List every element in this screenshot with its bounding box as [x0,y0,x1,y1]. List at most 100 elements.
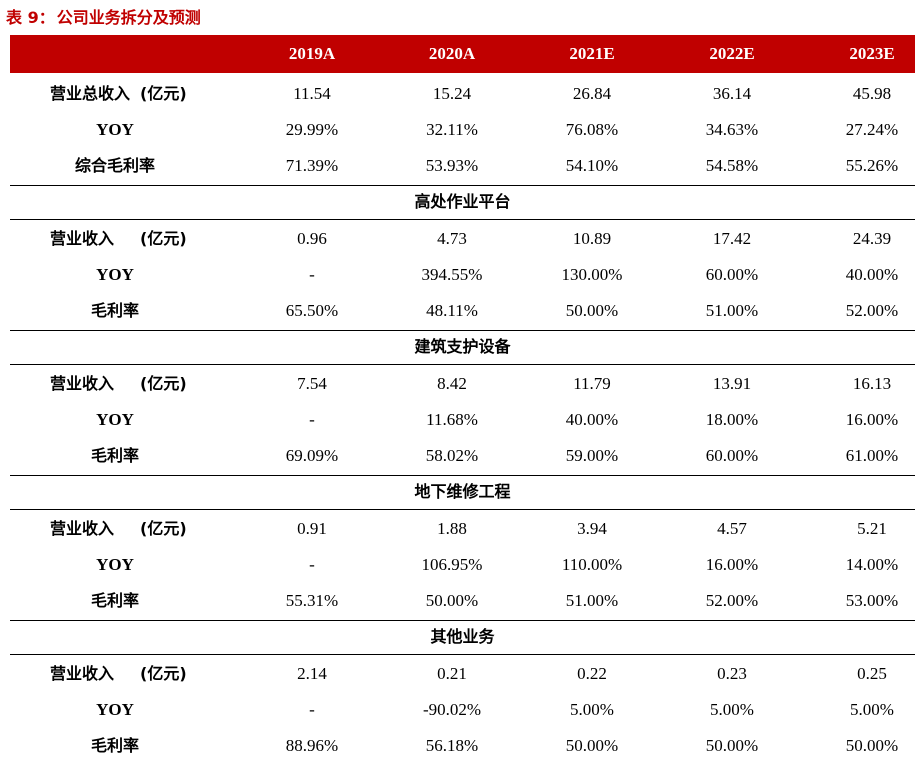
table-cell: 18.00% [705,410,759,429]
table-cell: 59.00% [565,446,619,465]
column-header: 2023E [849,44,895,63]
table-cell: - [309,265,315,284]
section-title: 高处作业平台 [414,192,511,211]
row-label: 营业总收入 (亿元) [10,76,230,112]
table-cell: 13.91 [712,374,752,393]
table-row: 营业总收入 (亿元) 11.54 15.24 26.84 36.14 45.98 [10,76,915,112]
row-label: 毛利率 [90,446,139,465]
table-row: 毛利率 65.50% 48.11% 50.00% 51.00% 52.00% [10,293,915,329]
table-row: 营业收入 (亿元) 0.96 4.73 10.89 17.42 24.39 [10,221,915,257]
table-row: 营业收入 (亿元) 0.91 1.88 3.94 4.57 5.21 [10,511,915,547]
table-cell: 3.94 [577,519,607,538]
table-cell: 130.00% [561,265,623,284]
table-divider [10,620,915,621]
table-cell: 50.00% [845,736,899,755]
row-label: 毛利率 [90,301,139,320]
table-cell: 60.00% [705,265,759,284]
table-cell: 8.42 [437,374,467,393]
table-cell: - [309,410,315,429]
column-header: 2022E [709,44,755,63]
table-cell: 24.39 [852,229,892,248]
table-cell: 14.00% [845,555,899,574]
table-cell: 65.50% [285,301,339,320]
table-cell: 5.21 [857,519,887,538]
table-cell: 45.98 [852,84,892,103]
table-cell: 40.00% [565,410,619,429]
table-cell: 2.14 [297,664,327,683]
row-label-text: 营业收入 [50,519,115,538]
table-cell: 61.00% [845,446,899,465]
row-label-text: 营业收入 [50,374,115,393]
table-divider [10,219,915,220]
table-row: 毛利率 69.09% 58.02% 59.00% 60.00% 61.00% [10,438,915,474]
table-number: 表 9： [6,8,55,27]
row-label: YOY [96,120,134,139]
table-cell: 88.96% [285,736,339,755]
table-cell: 15.24 [432,84,472,103]
table-cell: 0.22 [577,664,607,683]
table-cell: 69.09% [285,446,339,465]
table-title: 公司业务拆分及预测 [56,8,201,27]
row-label: YOY [96,700,134,719]
column-header: 2019A [288,44,336,63]
table-row: 综合毛利率 71.39% 53.93% 54.10% 54.58% 55.26% [10,148,915,184]
table-divider [10,509,915,510]
table-cell: 50.00% [565,301,619,320]
row-unit: (亿元) [140,84,187,103]
row-label: 毛利率 [90,591,139,610]
table-cell: 0.21 [437,664,467,683]
row-unit: (亿元) [140,229,187,248]
row-unit: (亿元) [140,519,187,538]
table-cell: - [309,555,315,574]
section-title: 地下维修工程 [414,482,511,501]
table-divider [10,330,915,331]
row-label: 综合毛利率 [74,156,155,175]
table-divider [10,475,915,476]
table-cell: 55.26% [845,156,899,175]
table-cell: 4.57 [717,519,747,538]
table-cell: 0.96 [297,229,327,248]
row-label: 毛利率 [90,736,139,755]
table-caption: 表 9： 公司业务拆分及预测 [6,4,201,28]
row-label-text: 营业总收入 [50,84,131,103]
row-label: YOY [96,265,134,284]
table-cell: 52.00% [845,301,899,320]
table-cell: 0.25 [857,664,887,683]
table-cell: 55.31% [285,591,339,610]
table-cell: 54.58% [705,156,759,175]
table-cell: 29.99% [285,120,339,139]
row-label: 营业收入 (亿元) [10,366,230,402]
table-cell: 16.13 [852,374,892,393]
table-cell: 7.54 [297,374,327,393]
row-label: YOY [96,410,134,429]
section-title: 建筑支护设备 [414,337,511,356]
table-cell: 54.10% [565,156,619,175]
table-row: YOY 29.99% 32.11% 76.08% 34.63% 27.24% [10,112,915,148]
table-cell: 5.00% [850,700,894,719]
table-cell: 60.00% [705,446,759,465]
table-cell: 11.79 [573,374,611,393]
table-cell: 56.18% [425,736,479,755]
table-row: YOY - -90.02% 5.00% 5.00% 5.00% [10,692,915,728]
table-row: 营业收入 (亿元) 7.54 8.42 11.79 13.91 16.13 [10,366,915,402]
table-row: YOY - 11.68% 40.00% 18.00% 16.00% [10,402,915,438]
table-header: 2019A 2020A 2021E 2022E 2023E [10,35,915,73]
row-label: YOY [96,555,134,574]
table-cell: 16.00% [705,555,759,574]
table-divider [10,654,915,655]
row-label: 营业收入 (亿元) [10,656,230,692]
table-cell: 11.54 [293,84,331,103]
table-cell: 53.00% [845,591,899,610]
table-row: 营业收入 (亿元) 2.14 0.21 0.22 0.23 0.25 [10,656,915,692]
table-cell: 71.39% [285,156,339,175]
table-cell: -90.02% [422,700,482,719]
table-cell: 51.00% [705,301,759,320]
table-row: YOY - 106.95% 110.00% 16.00% 14.00% [10,547,915,583]
row-label: 营业收入 (亿元) [10,221,230,257]
row-unit: (亿元) [140,664,187,683]
table-cell: 0.91 [297,519,327,538]
table-cell: 40.00% [845,265,899,284]
table-cell: - [309,700,315,719]
row-label-text: 营业收入 [50,229,115,248]
table-cell: 36.14 [712,84,752,103]
